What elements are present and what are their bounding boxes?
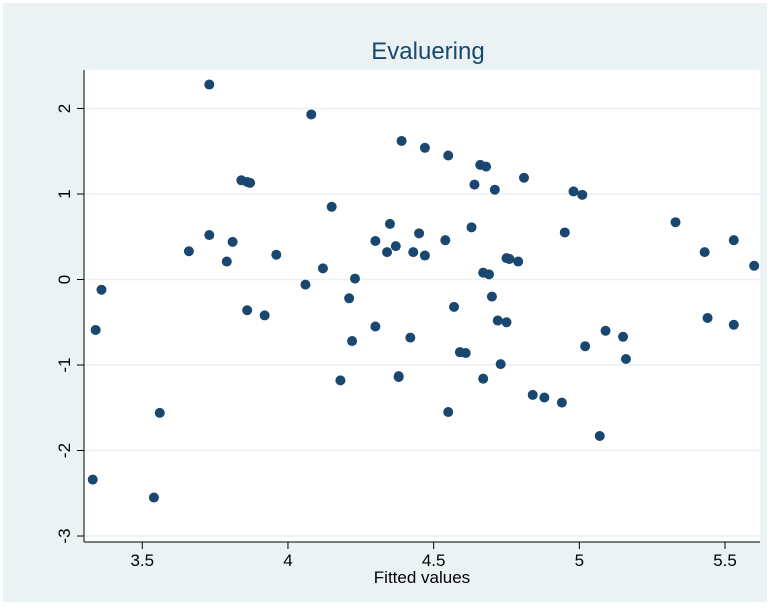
data-point xyxy=(300,279,311,290)
chart-background: Evaluering -3 -2 -1 0 1 2 3.5 4 4.5 5 5.5 Fitted v… xyxy=(3,3,767,602)
x-tick-label: 4 xyxy=(283,551,292,570)
data-point xyxy=(600,325,611,336)
y-tick-label: -1 xyxy=(55,357,74,372)
data-point xyxy=(556,397,567,408)
data-point xyxy=(148,492,159,503)
data-point xyxy=(539,392,550,403)
data-point xyxy=(245,177,256,188)
data-point xyxy=(620,354,631,365)
data-point xyxy=(501,317,512,328)
axis-ticks: -3 -2 -1 0 1 2 3.5 4 4.5 5 5.5 xyxy=(55,104,737,570)
data-point xyxy=(221,256,232,267)
y-tick-label: 2 xyxy=(55,104,74,113)
data-point xyxy=(87,474,98,485)
chart-title: Evaluering xyxy=(371,38,484,65)
data-point xyxy=(90,324,101,335)
data-point xyxy=(259,310,270,321)
data-point xyxy=(393,371,404,382)
data-points xyxy=(87,79,760,503)
data-point xyxy=(227,236,238,247)
data-point xyxy=(594,430,605,441)
x-tick-label: 5 xyxy=(575,551,584,570)
data-point xyxy=(449,301,460,312)
data-point xyxy=(204,79,215,90)
data-point xyxy=(390,241,401,252)
data-point xyxy=(370,321,381,332)
data-point xyxy=(513,256,524,267)
data-point xyxy=(344,293,355,304)
data-point xyxy=(481,161,492,172)
data-point xyxy=(317,263,328,274)
data-point xyxy=(419,142,430,153)
y-tick-label: 1 xyxy=(55,189,74,198)
data-point xyxy=(469,179,480,190)
data-point xyxy=(527,389,538,400)
y-tick-label: -3 xyxy=(55,528,74,543)
plot-area xyxy=(84,70,760,542)
data-point xyxy=(335,375,346,386)
data-point xyxy=(96,284,107,295)
data-point xyxy=(580,341,591,352)
data-point xyxy=(408,247,419,258)
data-point xyxy=(440,235,451,246)
data-point xyxy=(370,236,381,247)
y-tick-label: 0 xyxy=(55,275,74,284)
y-tick-label: -2 xyxy=(55,443,74,458)
data-point xyxy=(702,312,713,323)
data-point xyxy=(382,247,393,258)
data-point xyxy=(618,331,629,342)
data-point xyxy=(568,186,579,197)
data-point xyxy=(414,228,425,239)
data-point xyxy=(577,189,588,200)
x-tick-label: 4.5 xyxy=(422,551,446,570)
data-point xyxy=(242,305,253,316)
data-point xyxy=(486,291,497,302)
data-point xyxy=(183,246,194,257)
data-point xyxy=(492,315,503,326)
data-point xyxy=(699,247,710,258)
data-point xyxy=(443,150,454,161)
data-point xyxy=(466,222,477,233)
data-point xyxy=(443,407,454,418)
data-point xyxy=(749,260,760,271)
data-point xyxy=(495,359,506,370)
data-point xyxy=(484,269,495,280)
data-point xyxy=(384,218,395,229)
x-tick-label: 3.5 xyxy=(130,551,154,570)
data-point xyxy=(326,201,337,212)
data-point xyxy=(460,348,471,359)
data-point xyxy=(154,407,165,418)
data-point xyxy=(478,373,489,384)
data-point xyxy=(306,109,317,120)
data-point xyxy=(347,336,358,347)
data-point xyxy=(419,250,430,261)
data-point xyxy=(349,273,360,284)
data-point xyxy=(204,230,215,241)
data-point xyxy=(728,319,739,330)
x-axis-label: Fitted values xyxy=(374,568,470,587)
data-point xyxy=(396,135,407,146)
data-point xyxy=(504,253,515,264)
grid-lines xyxy=(85,107,760,537)
data-point xyxy=(405,332,416,343)
data-point xyxy=(728,235,739,246)
x-tick-label: 5.5 xyxy=(713,551,737,570)
data-point xyxy=(670,217,681,228)
data-point xyxy=(271,249,282,260)
data-point xyxy=(489,184,500,195)
scatter-chart: Evaluering -3 -2 -1 0 1 2 3.5 4 4.5 5 5.5 Fitted v… xyxy=(55,38,760,587)
data-point xyxy=(559,227,570,238)
data-point xyxy=(518,172,529,183)
